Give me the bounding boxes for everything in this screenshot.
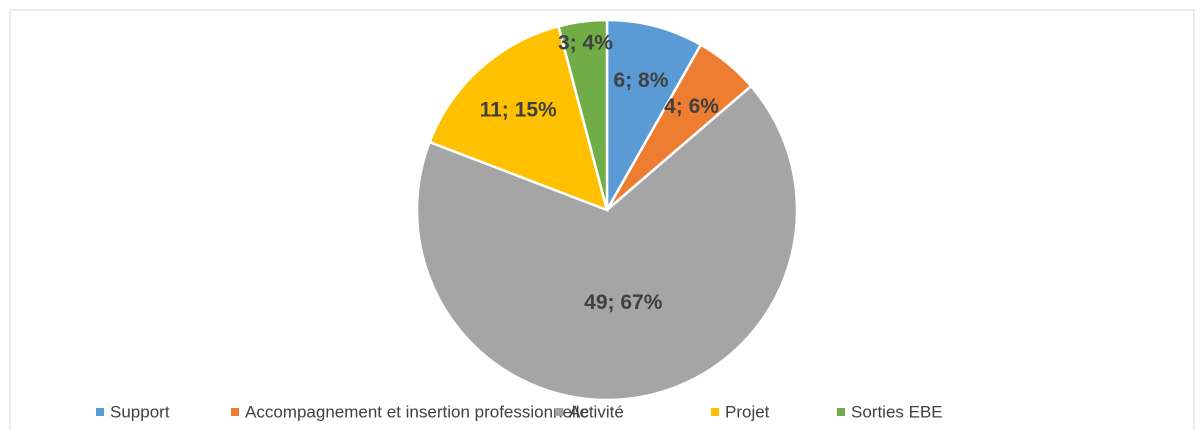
legend-swatch	[231, 408, 239, 416]
legend-swatch	[96, 408, 104, 416]
pie-slice	[605, 18, 703, 215]
data-label: 4; 6%	[664, 95, 719, 118]
pie-slice	[415, 84, 799, 402]
legend-label: Sorties EBE	[851, 402, 943, 421]
pie-slice	[427, 24, 609, 213]
legend-label: Accompagnement et insertion professionne…	[245, 402, 589, 421]
legend-label: Support	[110, 402, 170, 421]
legend-swatch	[711, 408, 719, 416]
data-label: 3; 4%	[558, 32, 613, 55]
data-label: 6; 8%	[614, 69, 669, 92]
legend-label: Projet	[725, 402, 770, 421]
legend-label: Activité	[569, 402, 624, 421]
pie-slice	[556, 18, 609, 211]
legend-swatch	[555, 408, 563, 416]
legend-swatch	[837, 408, 845, 416]
data-label: 11; 15%	[480, 99, 557, 122]
data-label: 49; 67%	[584, 291, 663, 314]
